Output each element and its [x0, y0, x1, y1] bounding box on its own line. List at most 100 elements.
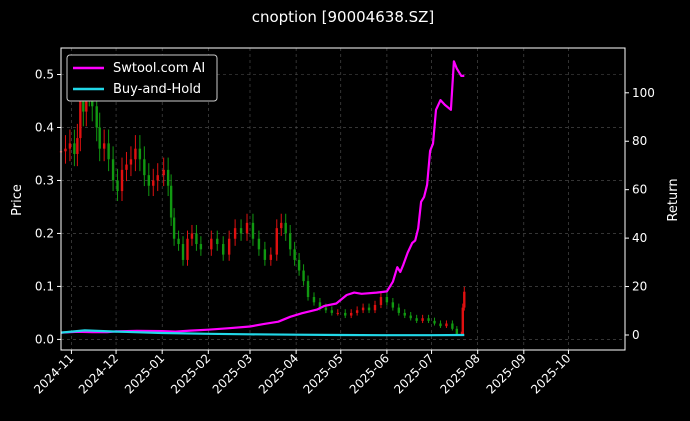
y-tick-label: 0.2 [35, 226, 54, 240]
price-candle-body [284, 222, 287, 234]
price-candle-body [227, 238, 231, 255]
legend: Swtool.com AI Buy-and-Hold [66, 54, 218, 102]
price-candle-body [397, 307, 401, 313]
price-candle-body [391, 302, 395, 308]
price-candle-body [129, 159, 133, 165]
legend-label-strategy: Swtool.com AI [113, 61, 205, 76]
chart-title: cnoption [90004638.SZ] [252, 8, 435, 26]
price-candle-body [195, 233, 198, 245]
price-candle-body [409, 315, 412, 319]
price-candle-body [312, 297, 316, 303]
price-candle-body [451, 323, 454, 329]
price-candle-body [293, 249, 296, 260]
legend-box [66, 54, 218, 102]
price-candle-body [263, 249, 267, 260]
price-candle-body [216, 238, 219, 245]
y-axis-right: 0 20 40 60 80 100 [625, 86, 655, 342]
price-candle-body [330, 310, 334, 313]
price-candle-body [68, 143, 72, 149]
price-candle-body [463, 291, 466, 308]
price-candle-body [134, 148, 137, 160]
price-candle-body [199, 244, 203, 250]
price-candle-body [280, 222, 283, 229]
y2-tick-label: 40 [632, 231, 647, 245]
price-candle-body [222, 244, 225, 255]
y-tick-label: 0.1 [35, 279, 54, 293]
price-candle-body [355, 310, 359, 313]
price-candle-body [162, 169, 165, 176]
price-candle-body [147, 175, 150, 186]
price-candle-body [275, 228, 278, 255]
price-candle-body [269, 254, 273, 260]
plot-frame [60, 47, 626, 351]
price-candle-body [324, 307, 328, 311]
y-axis-left: 0.0 0.1 0.2 0.3 0.4 0.5 [35, 67, 61, 346]
price-candle-body [336, 312, 339, 314]
price-candle-body [102, 143, 106, 149]
price-candle-body [95, 106, 98, 128]
price-candle-body [439, 323, 442, 327]
price-candle-body [251, 222, 255, 239]
price-candle-body [245, 222, 249, 234]
price-candle-body [143, 159, 146, 176]
y2-tick-label: 100 [632, 86, 655, 100]
price-candle-body [257, 238, 261, 250]
y2-axis-label: Return [666, 178, 681, 221]
series-line-strategy [60, 60, 465, 334]
price-candle-body [64, 148, 67, 152]
series-line-buyhold [60, 329, 465, 337]
price-candle-body [116, 180, 119, 192]
price-candle-body [138, 148, 142, 160]
price-candle-body [73, 143, 76, 154]
price-candle-body [461, 307, 464, 335]
price-candle-body [186, 238, 189, 260]
price-candle-body [82, 100, 85, 112]
price-candle-body [125, 164, 128, 170]
price-candle-body [76, 138, 79, 154]
y2-tick-label: 60 [632, 183, 647, 197]
price-candle-body [107, 143, 110, 160]
y-tick-label: 0.0 [35, 332, 54, 346]
legend-label-buyhold: Buy-and-Hold [113, 82, 201, 97]
y-tick-label: 0.5 [35, 67, 54, 81]
price-candle-body [445, 323, 448, 327]
price-candle-body [169, 185, 173, 218]
price-candle-body [120, 169, 124, 192]
price-candle-body [427, 318, 430, 321]
price-candle-body [415, 318, 418, 321]
price-candle-body [288, 233, 292, 250]
y2-tick-label: 80 [632, 134, 647, 148]
price-candle-body [190, 233, 194, 239]
price-candle-body [367, 307, 371, 311]
price-candle-body [210, 238, 213, 250]
y-tick-label: 0.4 [35, 120, 54, 134]
price-candle-body [349, 312, 353, 316]
price-candle-body [181, 244, 185, 260]
price-candle-body [98, 127, 101, 149]
price-candle-body [111, 159, 115, 181]
price-candle-body [455, 328, 459, 335]
y2-tick-label: 0 [632, 328, 640, 342]
price-candle-body [379, 297, 383, 305]
price-candle-body [172, 217, 176, 239]
price-candle-body [433, 320, 436, 324]
return-lines [60, 60, 465, 337]
price-candle-body [385, 297, 389, 303]
price-candle-body [403, 312, 406, 316]
y-axis-label: Price [10, 184, 25, 216]
price-candle-body [79, 100, 82, 139]
price-candle-body [177, 238, 180, 245]
price-candle-body [166, 169, 170, 186]
price-candle-body [373, 304, 377, 311]
price-candle-body [156, 175, 159, 181]
price-candle-body [239, 228, 243, 234]
price-candle-body [361, 307, 365, 311]
price-candle-body [233, 228, 237, 239]
price-candle-body [344, 312, 347, 316]
y2-tick-label: 20 [632, 280, 647, 294]
price-candle-body [306, 281, 310, 298]
price-candle-body [152, 180, 155, 186]
y-tick-label: 0.3 [35, 173, 54, 187]
price-candle-body [302, 270, 305, 282]
